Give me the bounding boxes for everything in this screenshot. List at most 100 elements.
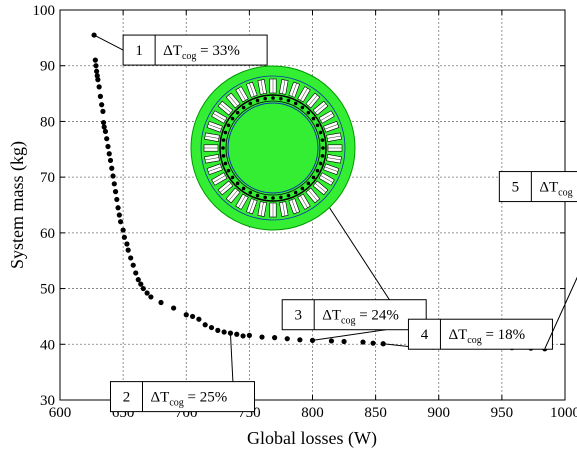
magnet-pole <box>311 175 316 180</box>
magnet-pole <box>226 168 231 173</box>
y-tick-label: 90 <box>40 59 55 75</box>
magnet-pole <box>286 98 291 103</box>
stator-slot <box>225 187 241 204</box>
magnet-pole <box>306 181 311 186</box>
annotation-leader <box>229 333 234 382</box>
y-tick-label: 60 <box>40 226 55 242</box>
magnet-pole <box>248 101 253 106</box>
magnet-pole <box>306 110 311 115</box>
inset-leader <box>317 189 398 312</box>
data-point <box>99 102 105 108</box>
annotation-1: 1 ΔTcog = 33% <box>93 34 268 66</box>
inset-leader-line <box>317 189 398 312</box>
magnet-pole <box>320 138 325 142</box>
annotation-box <box>407 318 553 350</box>
magnet-pole <box>223 130 228 135</box>
annotation-3: 3 ΔTcog = 24% <box>281 299 427 341</box>
x-tick-label: 850 <box>364 405 387 421</box>
data-point <box>133 270 139 276</box>
stator-slot <box>318 172 335 186</box>
y-tick-label: 50 <box>40 282 55 298</box>
data-point <box>284 336 290 342</box>
magnet-pole <box>315 123 320 128</box>
stator-slot <box>297 193 311 210</box>
data-point <box>102 128 109 135</box>
magnet-pole <box>255 98 260 103</box>
data-point <box>158 299 164 306</box>
data-point <box>124 241 130 247</box>
y-tick-label: 80 <box>40 114 55 130</box>
data-point <box>118 219 124 225</box>
data-point <box>114 196 120 203</box>
annotation-leader <box>544 276 577 349</box>
stator-slot <box>269 78 277 94</box>
magnet-pole <box>271 96 275 100</box>
magnet-pole <box>223 161 228 166</box>
data-point <box>115 205 121 211</box>
magnet-pole <box>286 193 291 198</box>
annotation-label: ΔTcog = 24% <box>322 308 399 327</box>
magnet-pole <box>279 96 283 101</box>
stator-slot <box>326 132 342 142</box>
annotation-5: 5 ΔTcog = 22% <box>498 171 577 349</box>
stator-slot <box>323 163 340 175</box>
annotation-id: 1 <box>135 43 143 59</box>
data-point <box>100 108 106 114</box>
x-tick-label: 800 <box>301 405 324 421</box>
y-tick-label: 40 <box>40 337 55 353</box>
data-point <box>189 313 196 320</box>
annotation-label: ΔTcog = 25% <box>151 390 228 409</box>
rotor <box>225 100 321 196</box>
annotation-box <box>281 299 427 331</box>
stator-slot <box>246 81 258 98</box>
x-axis-label: Global losses (W) <box>247 428 377 449</box>
stator-slot <box>257 201 267 217</box>
data-point <box>135 277 141 283</box>
data-point <box>95 77 101 83</box>
magnet-pole <box>263 96 267 101</box>
data-point <box>121 234 127 240</box>
x-tick-label: 1000 <box>550 405 577 421</box>
data-point <box>96 84 102 90</box>
data-point <box>341 338 347 345</box>
annotations: 1 ΔTcog = 33% 2 ΔTcog = 25% 3 ΔTcog = 24% 4 ΔTc… <box>93 34 577 413</box>
y-tick-label: 100 <box>33 3 56 19</box>
stator-slot <box>305 92 321 109</box>
stator-slot <box>225 92 241 109</box>
stator-slot <box>246 198 258 215</box>
stator-slot <box>211 110 228 124</box>
stator-slot <box>288 198 300 215</box>
stator-slot <box>211 172 228 186</box>
stator-slot <box>318 110 335 124</box>
rotor-inner-ring <box>227 102 319 194</box>
data-point <box>100 119 107 126</box>
magnet-pole <box>221 138 226 142</box>
magnet-pole <box>279 195 283 200</box>
magnet-pole <box>241 186 246 191</box>
x-tick-label: 900 <box>428 405 451 421</box>
data-point <box>370 340 376 346</box>
magnet-pole <box>321 146 325 150</box>
data-point <box>93 63 99 69</box>
magnet-pole <box>221 146 225 150</box>
stator-slot <box>305 187 321 204</box>
magnet-pole <box>315 168 320 173</box>
magnet-pole <box>320 154 325 158</box>
x-tick-label: 600 <box>49 405 72 421</box>
data-point <box>240 333 246 339</box>
magnet-pole <box>271 196 275 200</box>
data-point <box>101 124 107 130</box>
annotation-box <box>110 381 255 413</box>
data-point <box>140 285 146 292</box>
annotation-leader <box>312 329 386 341</box>
annotation-label: ΔTcog = 18% <box>448 327 525 346</box>
y-tick-label: 70 <box>40 170 55 186</box>
magnet-pole <box>300 105 305 110</box>
data-point <box>234 331 240 337</box>
data-point <box>221 329 227 335</box>
y-axis-label: System mass (kg) <box>7 141 28 269</box>
data-point <box>148 294 154 300</box>
annotation-id: 4 <box>421 327 429 343</box>
stator-slot <box>279 201 289 217</box>
